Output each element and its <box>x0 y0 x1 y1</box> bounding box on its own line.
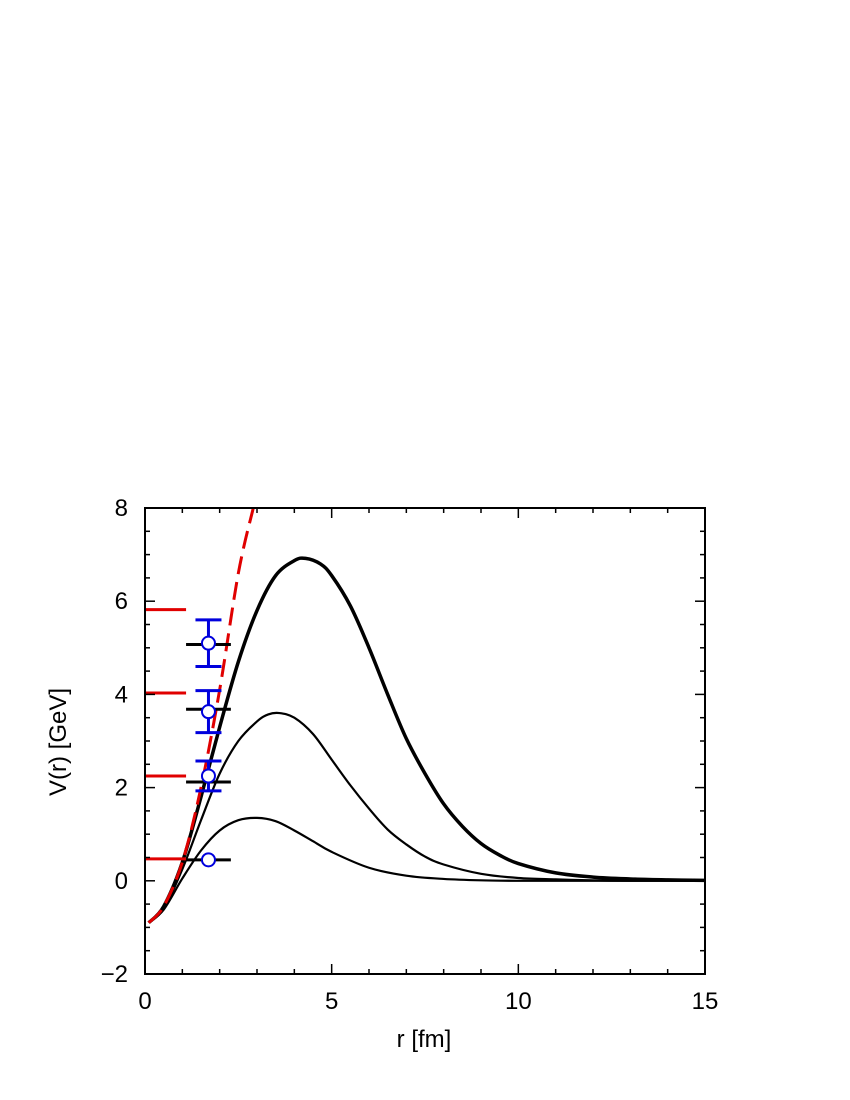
x-axis-title: r [fm] <box>397 1026 452 1053</box>
x-tick-label: 0 <box>138 988 151 1015</box>
y-tick-label: 4 <box>115 681 128 708</box>
x-tick-label: 5 <box>325 988 338 1015</box>
y-tick-label: 0 <box>115 868 128 895</box>
x-tick-label: 15 <box>692 988 719 1015</box>
x-tick-label: 10 <box>505 988 532 1015</box>
blue-point-3 <box>200 704 216 720</box>
marker-layer <box>145 608 231 868</box>
y-tick-label: 2 <box>115 775 128 802</box>
blue-point-2 <box>200 768 216 784</box>
y-tick-label: 6 <box>115 588 128 615</box>
potential-curve-low <box>148 816 705 924</box>
axes-layer: 0 5 10 15 −2 0 2 4 6 8 <box>101 495 719 1015</box>
blue-point-4 <box>200 635 216 651</box>
potential-curve-mid <box>147 711 705 924</box>
y-tick-label: −2 <box>101 961 128 988</box>
blue-point-1 <box>200 852 216 868</box>
y-tick-label: 8 <box>115 495 128 522</box>
potential-curve-high <box>147 556 705 925</box>
y-axis-title: V(r) [GeV] <box>45 688 72 796</box>
